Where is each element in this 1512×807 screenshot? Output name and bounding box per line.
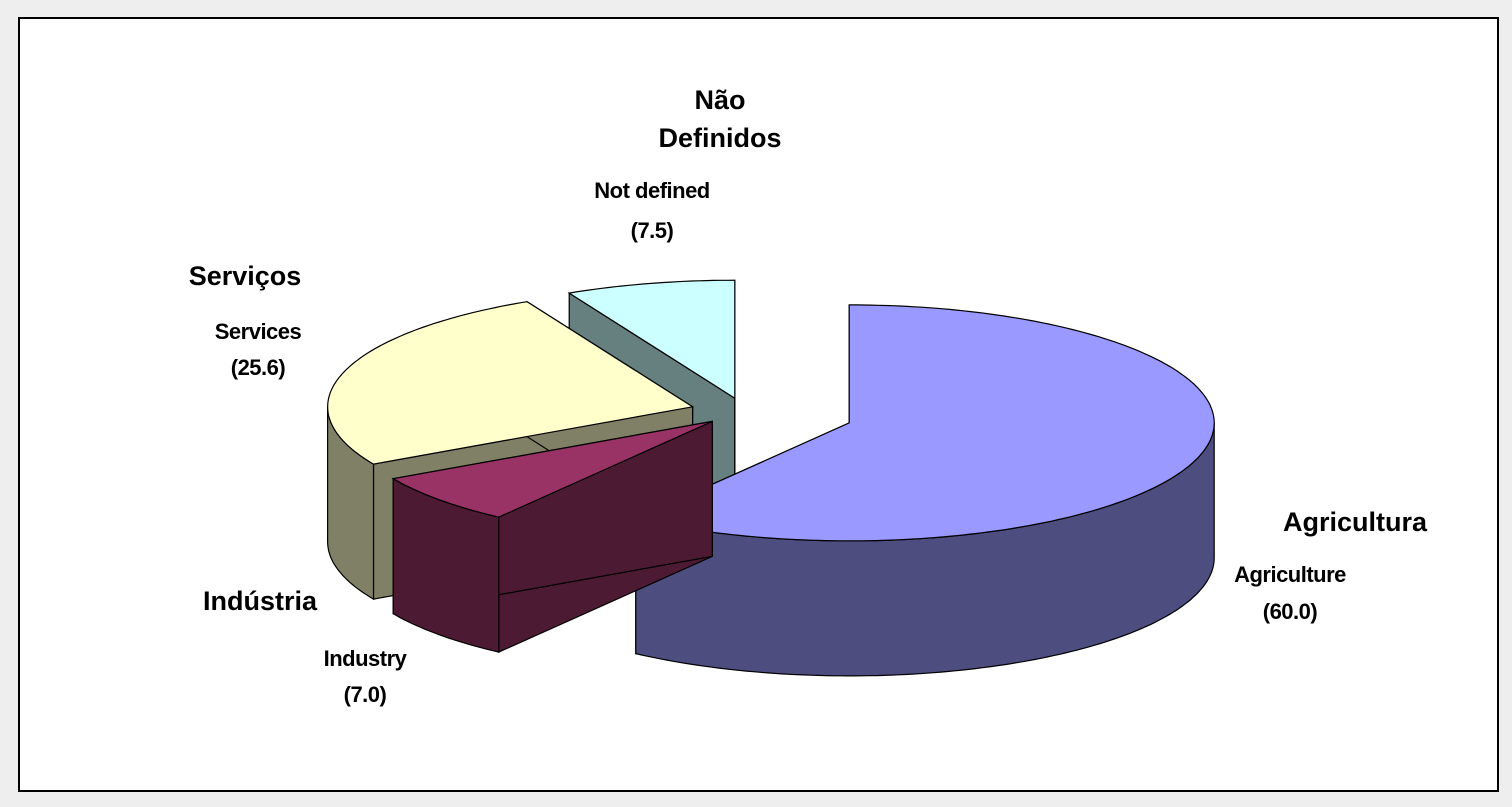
slice-sublabel: Services <box>214 319 302 344</box>
slice-sublabel: Industry <box>323 646 407 671</box>
slice-sublabel: Agriculture <box>1234 562 1346 587</box>
value-label: (7.0) <box>343 682 387 707</box>
value-label: (25.6) <box>230 355 286 380</box>
slice-sublabel: Not defined <box>594 178 710 203</box>
slice <box>633 304 1215 542</box>
slice-label: Indústria <box>202 586 317 616</box>
value-label: (60.0) <box>1262 599 1318 624</box>
slice-label: Serviços <box>188 261 302 291</box>
value-label: (7.5) <box>630 218 674 243</box>
slice <box>327 301 695 465</box>
slice <box>391 420 713 518</box>
slice <box>567 279 736 400</box>
slice-label: Agricultura <box>1282 507 1428 537</box>
slice-label: Não Definidos <box>658 85 782 153</box>
